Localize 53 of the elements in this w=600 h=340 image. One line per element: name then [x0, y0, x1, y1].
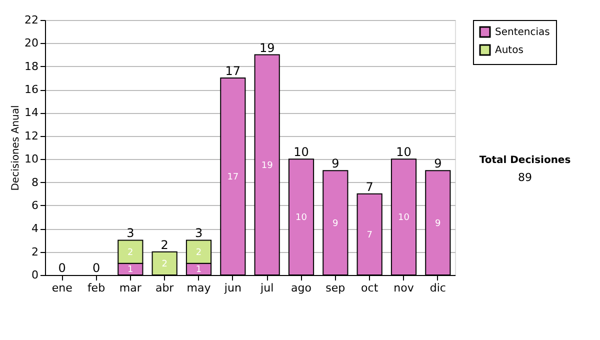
total-label: 9: [434, 156, 442, 171]
y-tick-label: 0: [32, 268, 38, 282]
y-tick-label: 10: [24, 152, 38, 166]
legend-label: Autos: [495, 45, 524, 56]
y-tick-label: 12: [24, 129, 38, 142]
total-label: 10: [396, 145, 412, 160]
legend-label: Sentencias: [495, 27, 550, 38]
data-label: 9: [435, 218, 442, 229]
data-label: 10: [398, 213, 410, 224]
data-label: 7: [366, 230, 372, 240]
x-tick-label: may: [186, 282, 212, 294]
text: 89: [518, 171, 532, 184]
y-tick-label: 2: [32, 245, 38, 258]
total-label: 19: [259, 40, 275, 55]
data-label: 10: [296, 213, 308, 224]
data-label: 2: [128, 248, 134, 258]
data-label: 19: [261, 160, 274, 171]
y-tick-label: 20: [24, 36, 38, 50]
data-label: 2: [162, 259, 168, 270]
y-tick-label: 6: [32, 198, 38, 212]
x-tick-label: ene: [52, 282, 73, 294]
total-label: 2: [160, 238, 168, 252]
y-tick-label: 14: [24, 106, 38, 120]
text: Total Decisiones: [479, 155, 571, 166]
x-tick-label: sep: [326, 282, 346, 294]
data-label: 17: [227, 172, 239, 182]
data-label: 1: [196, 265, 202, 276]
total-label: 0: [92, 261, 100, 275]
total-label: 3: [194, 226, 203, 240]
x-tick-label: ago: [291, 282, 312, 294]
total-label: 3: [126, 226, 134, 240]
y-tick-label: 18: [24, 60, 38, 73]
total-label: 0: [58, 261, 66, 275]
total-label: 9: [332, 156, 340, 171]
x-tick-label: oct: [361, 282, 379, 294]
y-tick-label: 8: [32, 176, 38, 189]
y-tick-label: 4: [32, 222, 38, 236]
total-label: 7: [366, 180, 374, 194]
y-tick-label: 22: [24, 14, 38, 26]
x-tick-label: jun: [223, 282, 242, 294]
data-label: 1: [128, 265, 134, 276]
x-tick-label: jul: [260, 282, 274, 294]
x-tick-label: abr: [155, 282, 174, 294]
total-label: 17: [225, 64, 241, 78]
data-label: 2: [196, 248, 202, 258]
total-label: 10: [294, 145, 309, 160]
x-tick-label: dic: [430, 282, 446, 294]
x-tick-label: nov: [394, 282, 414, 294]
y-tick-label: 16: [24, 83, 38, 96]
x-tick-label: feb: [87, 282, 106, 294]
data-label: 9: [332, 218, 339, 229]
x-tick-label: mar: [119, 282, 142, 294]
y-axis-title: Decisiones Anual: [10, 105, 22, 191]
